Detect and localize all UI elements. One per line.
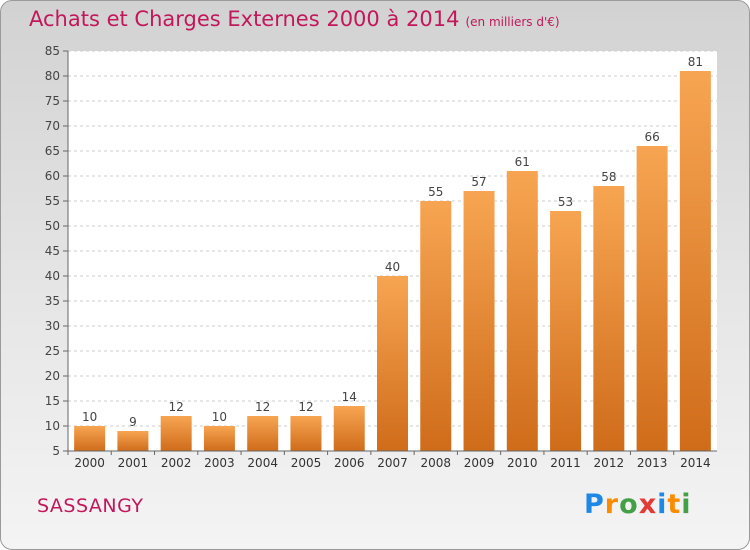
bar	[377, 276, 408, 451]
y-tick-label: 15	[45, 394, 60, 408]
y-tick-label: 85	[45, 44, 60, 58]
x-tick-label: 2000	[74, 456, 105, 470]
y-tick-label: 25	[45, 344, 60, 358]
data-label: 55	[428, 185, 443, 199]
y-tick-label: 20	[45, 369, 60, 383]
chart-title: Achats et Charges Externes 2000 à 2014 (e…	[29, 7, 560, 31]
y-tick-label: 45	[45, 244, 60, 258]
data-label: 12	[169, 400, 184, 414]
x-tick-label: 2004	[247, 456, 278, 470]
data-label: 66	[644, 130, 659, 144]
logo-letter: r	[604, 489, 620, 520]
bar	[74, 426, 106, 451]
bar	[636, 146, 668, 451]
y-tick-label: 75	[45, 94, 60, 108]
x-tick-label: 2008	[420, 456, 451, 470]
chart-title-text: Achats et Charges Externes 2000 à 2014	[29, 7, 460, 31]
bar	[506, 171, 538, 451]
data-label: 12	[255, 400, 270, 414]
y-tick-label: 30	[45, 319, 60, 333]
y-tick-label: 65	[45, 144, 60, 158]
data-label: 57	[471, 175, 486, 189]
data-label: 53	[558, 195, 573, 209]
x-tick-label: 2011	[550, 456, 581, 470]
y-tick-label: 40	[45, 269, 60, 283]
y-tick-label: 60	[45, 169, 60, 183]
bar	[333, 406, 365, 451]
x-tick-label: 2007	[377, 456, 408, 470]
chart-unit: (en milliers d'€)	[465, 15, 560, 29]
y-tick-label: 35	[45, 294, 60, 308]
y-tick-label: 80	[45, 69, 60, 83]
data-label: 10	[82, 410, 97, 424]
x-tick-label: 2012	[594, 456, 625, 470]
logo-letter: P	[584, 489, 605, 520]
y-tick-label: 5	[52, 444, 60, 458]
x-tick-label: 2002	[161, 456, 192, 470]
logo-letter: x	[638, 489, 658, 520]
logo-letter: i	[657, 489, 668, 520]
x-tick-label: 2001	[118, 456, 149, 470]
x-tick-label: 2013	[637, 456, 668, 470]
data-label: 61	[515, 155, 530, 169]
bar	[290, 416, 322, 451]
bar	[679, 71, 711, 451]
x-tick-label: 2005	[291, 456, 322, 470]
bar	[463, 191, 495, 451]
x-tick-label: 2006	[334, 456, 365, 470]
bar	[203, 426, 235, 451]
bar	[117, 431, 149, 451]
data-label: 58	[601, 170, 616, 184]
y-tick-label: 55	[45, 194, 60, 208]
data-label: 10	[212, 410, 227, 424]
place-name: SASSANGY	[37, 495, 144, 517]
proxiti-logo: Proxiti	[584, 489, 692, 520]
x-tick-label: 2014	[680, 456, 711, 470]
x-tick-label: 2003	[204, 456, 235, 470]
bar	[160, 416, 192, 451]
data-label: 12	[298, 400, 313, 414]
y-tick-label: 50	[45, 219, 60, 233]
y-tick-label: 70	[45, 119, 60, 133]
bar	[550, 211, 582, 451]
bar	[593, 186, 625, 451]
bar	[247, 416, 279, 451]
data-label: 9	[129, 415, 137, 429]
y-tick-label: 10	[45, 419, 60, 433]
logo-letter: t	[667, 489, 682, 520]
bar	[420, 201, 452, 451]
data-label: 40	[385, 260, 400, 274]
data-label: 14	[342, 390, 357, 404]
logo-letter: i	[681, 489, 692, 520]
x-tick-label: 2010	[507, 456, 538, 470]
x-tick-label: 2009	[464, 456, 495, 470]
data-label: 81	[688, 55, 703, 69]
logo-letter: o	[619, 489, 639, 520]
